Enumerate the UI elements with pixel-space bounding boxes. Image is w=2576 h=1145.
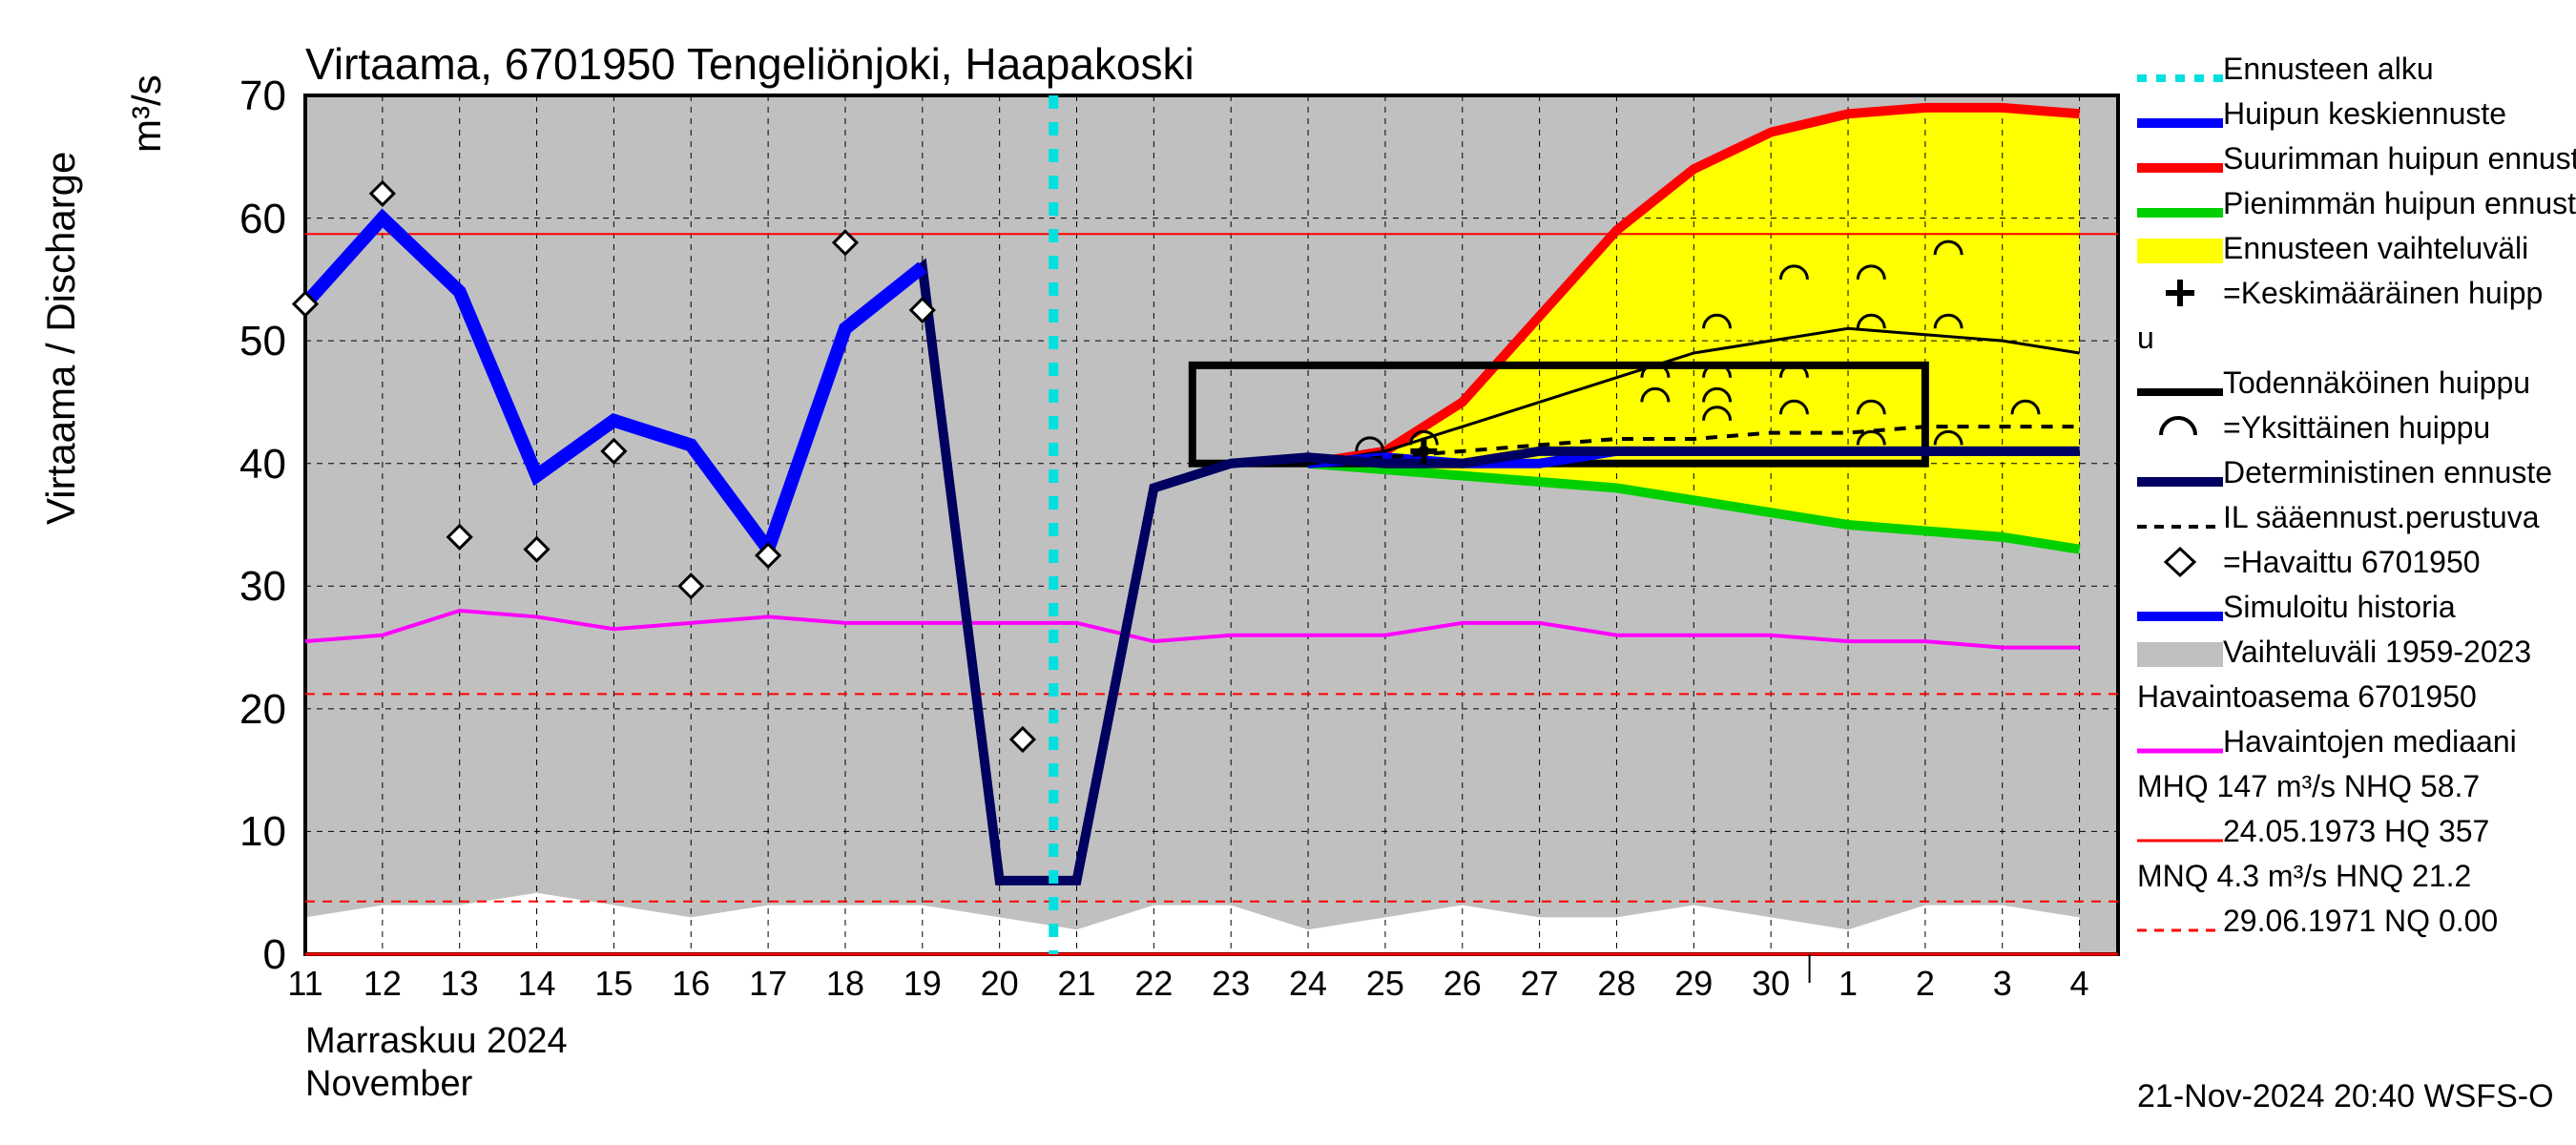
legend-swatch [2137, 184, 2223, 222]
legend-label: Vaihteluväli 1959-2023 [2223, 636, 2531, 667]
legend-label: MNQ 4.3 m³/s HNQ 21.2 [2137, 861, 2471, 891]
x-tick-label: 19 [904, 964, 942, 1004]
x-tick-label: 13 [441, 964, 479, 1004]
x-tick-label: 14 [518, 964, 556, 1004]
legend: Ennusteen alku Huipun keskiennuste Suurimm… [2137, 46, 2566, 943]
y-tick-label: 30 [172, 563, 286, 611]
legend-swatch [2137, 139, 2223, 177]
legend-label: Deterministinen ennuste [2223, 457, 2552, 488]
legend-item: Havaintoasema 6701950 [2137, 674, 2566, 718]
x-tick-label: 20 [981, 964, 1019, 1004]
x-tick-label: 17 [749, 964, 787, 1004]
legend-label: 29.06.1971 NQ 0.00 [2223, 906, 2498, 936]
x-tick-label: 25 [1366, 964, 1404, 1004]
chart-svg [305, 95, 2118, 954]
legend-label: IL sääennust.perustuva [2223, 502, 2539, 532]
x-tick-label: 3 [1993, 964, 2012, 1004]
x-tick-label: 23 [1212, 964, 1250, 1004]
x-tick-label: 28 [1597, 964, 1635, 1004]
legend-label: Suurimman huipun ennuste [2223, 143, 2576, 174]
legend-swatch [2137, 633, 2223, 671]
y-tick-label: 40 [172, 441, 286, 489]
x-tick-label: 24 [1289, 964, 1327, 1004]
legend-swatch [2137, 498, 2223, 536]
chart-title: Virtaama, 6701950 Tengeliönjoki, Haapako… [305, 38, 1195, 90]
x-tick-label: 22 [1134, 964, 1173, 1004]
legend-swatch [2137, 902, 2223, 940]
legend-label: =Yksittäinen huippu [2223, 412, 2490, 443]
x-tick-label: 15 [594, 964, 633, 1004]
legend-swatch [2137, 543, 2223, 581]
legend-swatch [2137, 453, 2223, 491]
x-tick-label: 2 [1916, 964, 1935, 1004]
legend-label: Pienimmän huipun ennuste [2223, 188, 2576, 219]
legend-item: Havaintojen mediaani [2137, 718, 2566, 763]
legend-swatch [2137, 274, 2223, 312]
y-tick-label: 20 [172, 686, 286, 734]
legend-item: Pienimmän huipun ennuste [2137, 180, 2566, 225]
legend-item: 29.06.1971 NQ 0.00 [2137, 898, 2566, 943]
x-tick-label: 12 [364, 964, 402, 1004]
legend-label: Ennusteen vaihteluväli [2223, 233, 2528, 263]
legend-swatch [2137, 50, 2223, 88]
x-month-label-en: November [305, 1064, 472, 1105]
y-tick-label: 50 [172, 318, 286, 365]
x-tick-label: 4 [2070, 964, 2089, 1004]
legend-label: Huipun keskiennuste [2223, 98, 2506, 129]
legend-label: Ennusteen alku [2223, 53, 2434, 84]
legend-label: 24.05.1973 HQ 357 [2223, 816, 2489, 846]
legend-item: =Havaittu 6701950 [2137, 539, 2566, 584]
legend-item: Todennäköinen huippu [2137, 360, 2566, 405]
x-month-label-fi: Marraskuu 2024 [305, 1021, 568, 1062]
legend-swatch [2137, 229, 2223, 267]
y-tick-label: 60 [172, 196, 286, 243]
y-tick-label: 70 [172, 73, 286, 120]
x-tick-label: 16 [672, 964, 710, 1004]
legend-item: IL sääennust.perustuva [2137, 494, 2566, 539]
y-axis-unit: m³/s [124, 74, 170, 153]
legend-item: Suurimman huipun ennuste [2137, 135, 2566, 180]
x-tick-label: 27 [1521, 964, 1559, 1004]
legend-label: Havaintojen mediaani [2223, 726, 2517, 757]
legend-label: =Keskimääräinen huipp [2223, 278, 2543, 308]
legend-swatch [2137, 588, 2223, 626]
legend-item: =Yksittäinen huippu [2137, 405, 2566, 449]
legend-label: Simuloitu historia [2223, 592, 2456, 622]
x-tick-label: 1 [1839, 964, 1858, 1004]
x-tick-label: 21 [1057, 964, 1095, 1004]
legend-item: Ennusteen alku [2137, 46, 2566, 91]
legend-swatch [2137, 408, 2223, 447]
legend-item: Deterministinen ennuste [2137, 449, 2566, 494]
legend-item: Huipun keskiennuste [2137, 91, 2566, 135]
legend-swatch [2137, 812, 2223, 850]
legend-item: 24.05.1973 HQ 357 [2137, 808, 2566, 853]
legend-item: MHQ 147 m³/s NHQ 58.7 [2137, 763, 2566, 808]
x-tick-label: 30 [1752, 964, 1790, 1004]
chart-plot-area [305, 95, 2118, 954]
x-tick-label: 26 [1444, 964, 1482, 1004]
x-tick-label: 29 [1674, 964, 1713, 1004]
legend-item: Vaihteluväli 1959-2023 [2137, 629, 2566, 674]
legend-item: Simuloitu historia [2137, 584, 2566, 629]
legend-label: MHQ 147 m³/s NHQ 58.7 [2137, 771, 2480, 802]
x-tick-label: 18 [826, 964, 864, 1004]
legend-label: =Havaittu 6701950 [2223, 547, 2481, 577]
y-axis-label: Virtaama / Discharge [38, 152, 84, 525]
legend-swatch [2137, 364, 2223, 402]
legend-label: Havaintoasema 6701950 [2137, 681, 2477, 712]
legend-item: u [2137, 315, 2566, 360]
legend-item: =Keskimääräinen huipp [2137, 270, 2566, 315]
legend-item: MNQ 4.3 m³/s HNQ 21.2 [2137, 853, 2566, 898]
legend-item: Ennusteen vaihteluväli [2137, 225, 2566, 270]
legend-swatch [2137, 94, 2223, 133]
legend-label: Todennäköinen huippu [2223, 367, 2530, 398]
legend-swatch [2137, 722, 2223, 760]
timestamp: 21-Nov-2024 20:40 WSFS-O [2137, 1078, 2554, 1115]
y-tick-label: 0 [172, 931, 286, 979]
legend-label: u [2137, 323, 2154, 353]
y-tick-label: 10 [172, 808, 286, 856]
x-tick-label: 11 [287, 964, 322, 1004]
